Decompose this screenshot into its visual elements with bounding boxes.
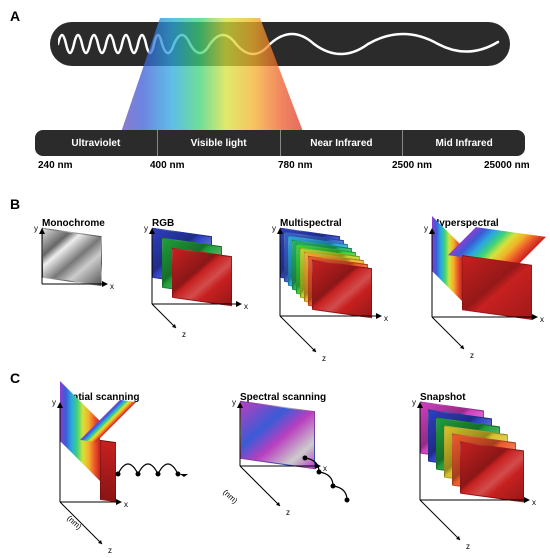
wavelength-tick: 780 nm (278, 160, 312, 171)
axis-x: x (540, 315, 544, 324)
band-segment: Near Infrared (281, 130, 404, 156)
axes (426, 226, 550, 363)
scan-hops (118, 454, 198, 494)
band-segment: Visible light (158, 130, 281, 156)
wavelength-tick: 240 nm (38, 160, 72, 171)
cube-monochrome: y x (42, 232, 162, 332)
scan-spatial-scanning: y xz(nm) (60, 406, 220, 526)
spectrum-band: UltravioletVisible lightNear InfraredMid… (35, 130, 525, 156)
axis-x: x (124, 500, 128, 509)
cube-rgb: y xz (152, 232, 272, 332)
scan-spectral-scanning: y xz(nm) (240, 406, 400, 526)
axis-z: z (286, 508, 290, 517)
panel-c-label: C (10, 370, 20, 386)
axis-z: z (470, 351, 474, 360)
band-segment: Mid Infrared (403, 130, 525, 156)
scan-hops (305, 458, 385, 528)
cube-hyperspectral: y xz (432, 232, 550, 332)
axis-z: z (108, 546, 112, 555)
wavelength-tick: 400 nm (150, 160, 184, 171)
wavelength-tick: 25000 nm (484, 160, 530, 171)
axis-x: x (532, 498, 536, 507)
axes (274, 226, 428, 366)
scan-snapshot: y xz (420, 406, 550, 526)
axis-x: x (244, 302, 248, 311)
panel-b-label: B (10, 196, 20, 212)
cube-multispectral: y xz (280, 232, 400, 332)
axes (36, 226, 118, 298)
axis-z: z (182, 330, 186, 339)
axis-z: z (466, 542, 470, 551)
band-segment: Ultraviolet (35, 130, 158, 156)
axis-x: x (384, 314, 388, 323)
axes (146, 226, 276, 342)
axes (414, 400, 550, 554)
wavelength-tick: 2500 nm (392, 160, 432, 171)
axis-x: x (110, 282, 114, 291)
axis-z: z (322, 354, 326, 363)
